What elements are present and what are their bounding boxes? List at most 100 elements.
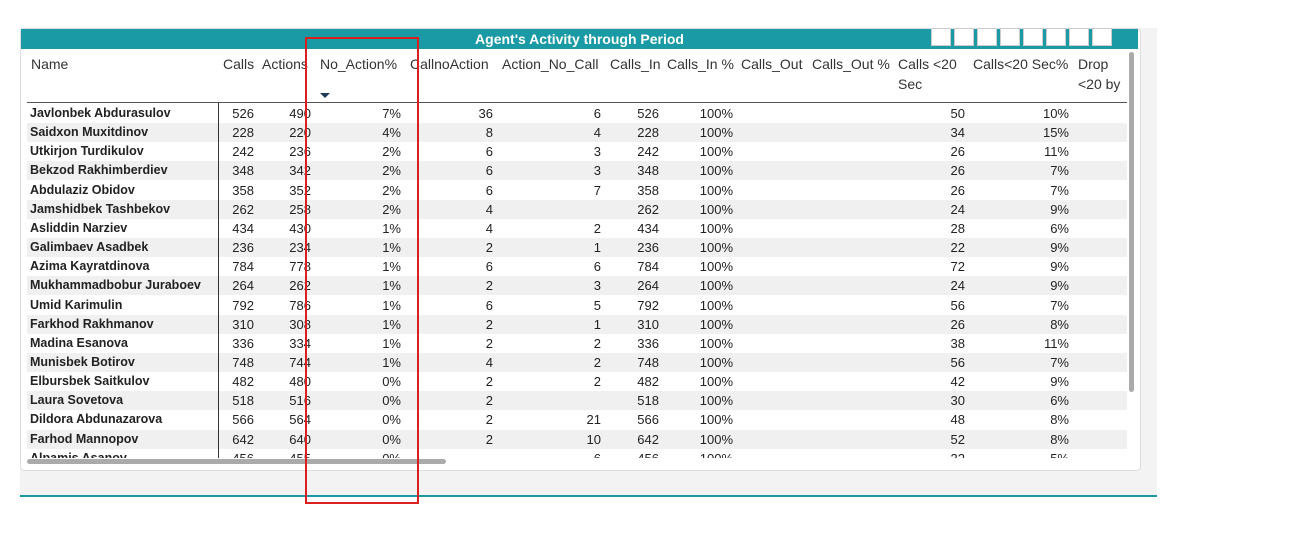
cell: Utkirjon Turdikulov [30,144,144,159]
cell: 26 [950,163,965,179]
column-header: Name [31,56,69,72]
cell: 0% [382,374,401,390]
cell: 7% [1050,297,1069,313]
h-scrollbar[interactable] [27,459,446,464]
column-header: Calls_Out [741,56,803,72]
row[interactable] [27,276,1127,296]
cell: 100% [699,220,733,236]
row[interactable] [27,257,1127,277]
cell: 2 [593,335,601,351]
cell: 24 [950,278,965,294]
cell: 7% [1050,182,1069,198]
cell: 228 [637,125,659,141]
column-header: Drop <20 by Agent [1078,56,1121,92]
toolbar-button[interactable] [1069,28,1089,46]
row[interactable] [27,314,1127,334]
cell: Dildora Abdunazarova [30,412,163,427]
row[interactable] [27,218,1127,238]
cell: 2 [485,374,493,390]
cell: 22 [950,240,965,256]
cell: 100% [699,278,733,294]
cell: 6 [485,144,493,160]
cell: 4% [382,125,401,141]
toolbar[interactable] [931,28,1139,46]
cell: 9% [1050,278,1069,294]
cell: 100% [699,144,733,160]
column-header: CallnoAction [410,56,489,72]
cell: 348 [637,163,659,179]
cell: 2 [485,412,493,428]
cell: 9% [1050,374,1069,390]
cell: 482 [232,374,254,390]
cell: 10% [1042,106,1069,121]
cell: 1% [382,297,401,313]
toolbar-button[interactable] [1046,28,1066,46]
cell: 15% [1042,125,1069,141]
cell: 50 [950,106,965,121]
cell: 100% [699,297,733,313]
cell: 11% [1043,335,1069,351]
cell: Asliddin Narziev [30,220,128,235]
title: Agent's Activity through Period [475,31,684,47]
cell: Madina Esanova [30,335,128,350]
row[interactable] [27,391,1127,411]
toolbar-button[interactable] [1023,28,1043,46]
row[interactable] [27,142,1127,162]
toolbar-button[interactable] [1092,28,1112,46]
column-header: No_Action% [320,56,398,72]
cell: 236 [232,240,254,256]
cell: 6 [485,297,493,313]
cell: 642 [232,431,254,447]
toolbar-button[interactable] [1000,28,1020,46]
column-header: Calls_In % [667,56,734,72]
row[interactable] [27,180,1127,200]
cell: 455 [289,449,311,458]
row[interactable] [27,429,1127,449]
cell: 7% [1050,354,1069,370]
row[interactable] [27,448,1127,458]
cell: 2% [382,144,401,160]
cell: 0% [382,412,401,428]
cell: 310 [637,316,659,332]
v-scrollbar[interactable] [1129,52,1134,392]
row[interactable] [27,238,1127,258]
row[interactable] [27,123,1127,143]
highlight-box [305,37,419,504]
toolbar-button[interactable] [931,28,951,46]
cell: 30 [950,393,965,409]
cell: 26 [950,144,965,160]
cell: 526 [232,106,254,121]
cell: 5 [593,297,601,313]
cell: 100% [699,374,733,390]
sort-arrow[interactable] [320,93,330,98]
name-divider [218,103,219,458]
toolbar-button[interactable] [977,28,997,46]
cell: 72 [950,259,965,275]
toolbar-button[interactable] [954,28,974,46]
cell: 24 [950,201,965,217]
row[interactable] [27,199,1127,219]
cell: 358 [637,182,659,198]
cell: 100% [700,449,733,458]
row[interactable] [27,104,1127,123]
cell: 100% [699,106,733,121]
cell: 264 [637,278,659,294]
cell: 1% [382,335,401,351]
cell: 21 [586,412,601,428]
row[interactable] [27,352,1127,372]
cell: 2 [485,335,493,351]
cell: 1% [382,220,401,236]
cell: 8 [485,125,493,141]
cell: 6 [485,182,493,198]
row[interactable] [27,333,1127,353]
cell: 56 [950,297,965,313]
cell: 6 [593,106,601,121]
cell: 792 [232,297,254,313]
row[interactable] [27,410,1127,430]
cell: 784 [637,259,659,275]
cell: 1% [382,354,401,370]
row[interactable] [27,372,1127,392]
row[interactable] [27,295,1127,315]
row[interactable] [27,161,1127,181]
cell: 0% [382,449,401,458]
